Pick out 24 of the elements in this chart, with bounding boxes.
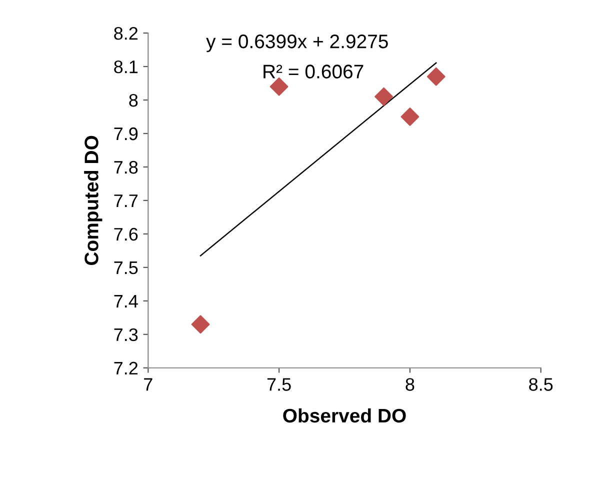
x-tick-label: 8.5 <box>529 378 553 391</box>
annotation: y = 0.6399x + 2.9275 <box>206 34 388 52</box>
x-axis-title: Observed DO <box>283 408 406 423</box>
x-tick-label: 8 <box>406 378 414 391</box>
point <box>400 108 420 126</box>
point <box>270 77 288 96</box>
y-tick-label: 7.3 <box>114 328 138 342</box>
point <box>426 67 446 86</box>
y-tick-label: 7.6 <box>114 228 138 241</box>
y-tick-label: 7.8 <box>114 160 138 174</box>
point <box>191 315 210 334</box>
point <box>374 87 393 106</box>
y-tick-label: 7.9 <box>114 127 138 140</box>
y-tick-label: 8.2 <box>114 26 138 40</box>
annotation: R² = 0.6067 <box>264 64 364 78</box>
y-tick-label: 7.5 <box>114 262 138 274</box>
y-tick-label: 8.1 <box>114 60 138 74</box>
y-tick-label: 7.2 <box>114 362 138 374</box>
x-tick-label: 7.5 <box>267 378 291 391</box>
y-axis-title: Computed DO <box>84 136 102 266</box>
x-tick-label: 7 <box>144 378 152 391</box>
y-tick-label: 8 <box>129 94 138 107</box>
y-tick-label: 7.7 <box>114 194 138 208</box>
y-tick-label: 7.4 <box>114 295 138 308</box>
